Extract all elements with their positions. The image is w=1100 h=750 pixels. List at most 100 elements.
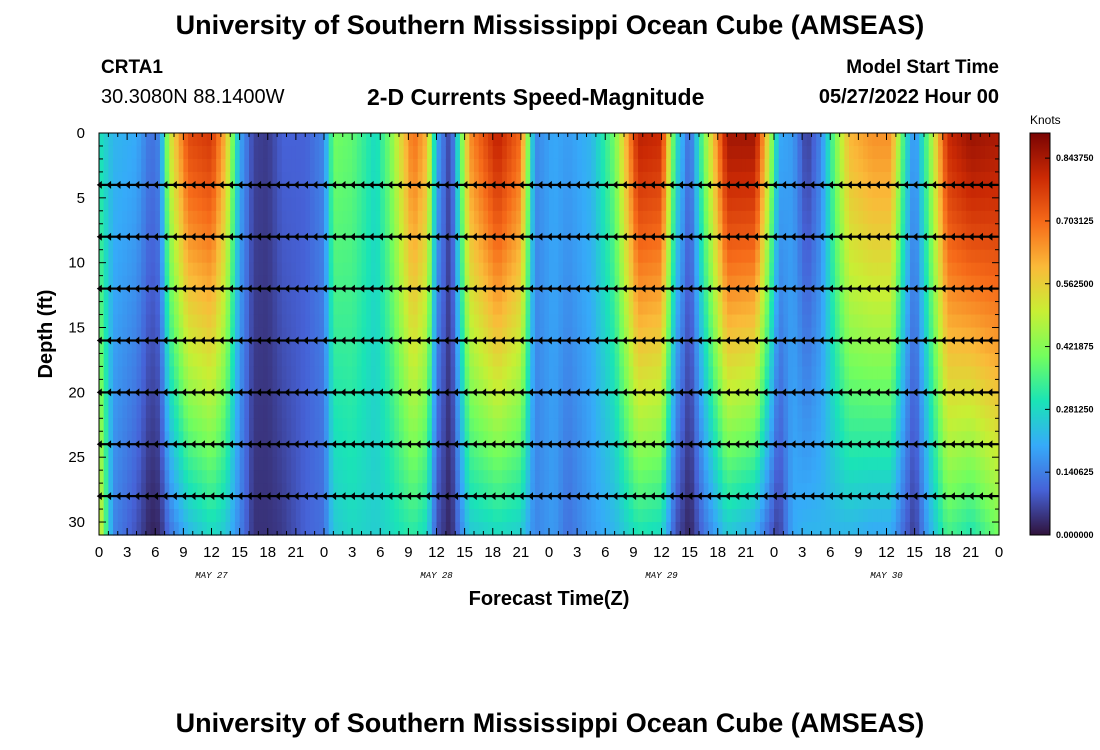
heatmap-cell: [516, 392, 522, 406]
heatmap-cell: [99, 171, 105, 186]
heatmap-cell: [267, 340, 274, 355]
heatmap-cell: [506, 457, 513, 471]
heatmap-cell: [694, 171, 700, 186]
heatmap-cell: [277, 405, 283, 419]
heatmap-cell: [614, 457, 620, 471]
heatmap-cell: [609, 418, 616, 432]
heatmap-cell: [384, 431, 391, 445]
heatmap-cell: [431, 496, 438, 510]
heatmap-cell: [675, 483, 681, 497]
heatmap-cell: [483, 301, 489, 316]
heatmap-cell: [216, 133, 222, 147]
heatmap-cell: [314, 366, 320, 380]
heatmap-cell: [375, 522, 381, 536]
heatmap-cell: [581, 184, 588, 199]
heatmap-cell: [145, 431, 152, 445]
heatmap-cell: [844, 275, 850, 290]
heatmap-cell: [277, 171, 283, 186]
heatmap-cell: [366, 457, 372, 471]
heatmap-cell: [370, 470, 377, 484]
heatmap-cell: [811, 340, 817, 355]
heatmap-cell: [188, 301, 194, 316]
heatmap-cell: [638, 431, 644, 445]
heatmap-cell: [230, 236, 236, 251]
heatmap-cell: [628, 418, 634, 432]
heatmap-cell: [319, 405, 325, 419]
heatmap-cell: [113, 392, 119, 406]
heatmap-cell: [830, 379, 836, 393]
heatmap-cell: [399, 509, 405, 523]
heatmap-cell: [713, 184, 719, 199]
heatmap-cell: [474, 197, 480, 212]
heatmap-cell: [291, 470, 297, 484]
heatmap-cell: [145, 288, 152, 303]
heatmap-cell: [361, 392, 367, 406]
heatmap-cell: [464, 288, 470, 303]
heatmap-cell: [122, 145, 128, 160]
heatmap-cell: [591, 327, 597, 342]
heatmap-cell: [525, 236, 531, 251]
heatmap-cell: [244, 184, 250, 199]
heatmap-cell: [553, 223, 559, 238]
heatmap-cell: [624, 301, 630, 316]
heatmap-cell: [234, 158, 241, 173]
heatmap-cell: [314, 236, 320, 251]
heatmap-cell: [586, 353, 592, 368]
heatmap-cell: [108, 444, 114, 458]
heatmap-cell: [647, 496, 653, 510]
heatmap-cell: [792, 327, 799, 342]
heatmap-cell: [736, 340, 742, 355]
heatmap-cell: [652, 197, 658, 212]
heatmap-cell: [300, 522, 306, 536]
heatmap-cell: [534, 301, 541, 316]
heatmap-cell: [155, 379, 161, 393]
heatmap-cell: [581, 249, 588, 264]
heatmap-cell: [736, 522, 742, 536]
heatmap-cell: [394, 223, 400, 238]
heatmap-cell: [549, 392, 555, 406]
heatmap-cell: [675, 444, 681, 458]
heatmap-cell: [717, 366, 724, 380]
heatmap-cell: [619, 288, 625, 303]
heatmap-cell: [539, 314, 545, 329]
heatmap-cell: [455, 210, 461, 225]
heatmap-cell: [136, 431, 142, 445]
heatmap-cell: [281, 249, 288, 264]
heatmap-cell: [188, 275, 194, 290]
heatmap-cell: [802, 405, 808, 419]
heatmap-cell: [581, 171, 588, 186]
heatmap-cell: [567, 145, 574, 160]
heatmap-cell: [314, 288, 320, 303]
heatmap-cell: [328, 340, 334, 355]
heatmap-cell: [427, 262, 433, 277]
heatmap-cell: [511, 314, 517, 329]
heatmap-cell: [605, 275, 611, 290]
heatmap-cell: [652, 223, 658, 238]
heatmap-cell: [389, 431, 395, 445]
heatmap-cell: [399, 275, 405, 290]
heatmap-cell: [127, 431, 133, 445]
heatmap-cell: [619, 366, 625, 380]
heatmap-cell: [361, 405, 367, 419]
heatmap-cell: [431, 340, 438, 355]
heatmap-cell: [263, 509, 269, 523]
heatmap-cell: [319, 509, 325, 523]
heatmap-cell: [764, 184, 770, 199]
heatmap-cell: [769, 392, 775, 406]
heatmap-cell: [600, 457, 606, 471]
heatmap-cell: [577, 444, 583, 458]
heatmap-cell: [656, 379, 663, 393]
heatmap-cell: [441, 483, 447, 497]
heatmap-cell: [666, 353, 672, 368]
heatmap-cell: [220, 262, 227, 277]
heatmap-cell: [113, 496, 119, 510]
heatmap-cell: [722, 496, 728, 510]
heatmap-cell: [492, 288, 499, 303]
heatmap-cell: [647, 522, 653, 536]
heatmap-cell: [595, 431, 602, 445]
heatmap-cell: [272, 223, 278, 238]
heatmap-cell: [511, 457, 517, 471]
heatmap-cell: [488, 353, 494, 368]
heatmap-cell: [99, 418, 105, 432]
heatmap-cell: [727, 301, 733, 316]
